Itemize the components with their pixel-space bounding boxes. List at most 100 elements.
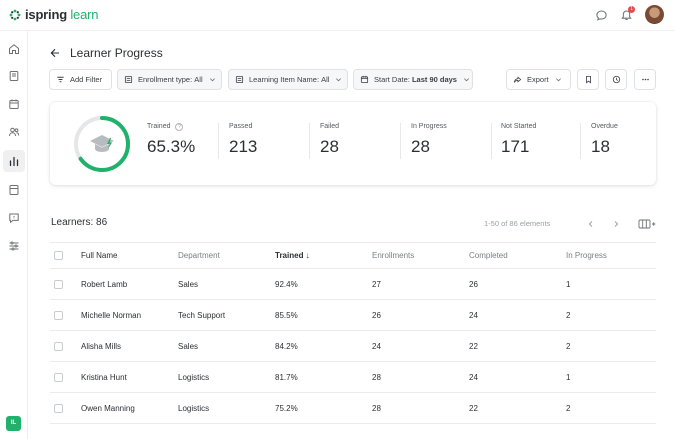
notification-badge: 1 (628, 6, 635, 13)
column-header-completed[interactable]: Completed (469, 242, 566, 269)
cell-full-name: Owen Manning (81, 392, 178, 424)
pagination-text: 1-50 of 86 elements (484, 219, 551, 228)
top-bar: ispring learn 1 (0, 0, 675, 31)
page-title: Learner Progress (70, 46, 163, 60)
trained-value: 65.3% (147, 137, 196, 156)
failed-value: 28 (320, 137, 339, 156)
user-avatar[interactable] (645, 5, 664, 24)
stat-trained: Trained? 65.3% (147, 122, 195, 157)
cell-full-name: Kristina Hunt (81, 361, 178, 393)
learning-item-filter[interactable]: Learning Item Name: All (228, 69, 348, 90)
select-all-cell (50, 242, 81, 269)
cell-enrollments: 27 (372, 268, 469, 300)
schedule-button[interactable] (605, 69, 627, 90)
next-page-button[interactable] (609, 217, 623, 231)
not-started-value: 171 (501, 137, 530, 156)
user-initials-badge[interactable]: IL (6, 416, 21, 431)
column-header-in-progress[interactable]: In Progress (566, 242, 656, 269)
help-icon[interactable] (3, 207, 25, 229)
failed-label: Failed (320, 123, 340, 130)
stat-not-started: Not Started 171 (501, 122, 536, 157)
cell-trained: 81.7% (275, 361, 372, 393)
table-row[interactable]: Michelle Norman Tech Support 85.5% 26 24… (50, 299, 656, 331)
start-date-value: Last 90 days (411, 75, 457, 84)
cell-department: Tech Support (178, 299, 275, 331)
trained-label: Trained (147, 123, 171, 130)
logo[interactable]: ispring learn (9, 7, 98, 23)
table-row[interactable]: Alisha Mills Sales 84.2% 24 22 2 (50, 330, 656, 362)
column-header-full-name[interactable]: Full Name (81, 242, 178, 269)
previous-page-button[interactable] (584, 217, 598, 231)
stat-passed: Passed 213 (229, 122, 257, 157)
table-row[interactable]: Kristina Hunt Logistics 81.7% 28 24 1 (50, 361, 656, 393)
export-button[interactable]: Export (506, 69, 571, 90)
row-checkbox[interactable] (54, 341, 63, 351)
passed-value: 213 (229, 137, 258, 156)
logo-icon (9, 9, 21, 21)
chevron-down-icon (336, 78, 342, 82)
enrollment-type-filter[interactable]: Enrollment type: All (117, 69, 222, 90)
list-icon (124, 75, 133, 84)
settings-icon[interactable] (3, 235, 25, 257)
home-icon[interactable] (3, 38, 25, 60)
logo-text: ispring learn (25, 7, 99, 22)
more-options-button[interactable] (634, 69, 656, 90)
overdue-label: Overdue (591, 123, 618, 130)
calendar-icon[interactable] (3, 93, 25, 115)
row-checkbox[interactable] (54, 310, 63, 320)
select-all-checkbox[interactable] (54, 251, 63, 261)
cell-trained: 92.4% (275, 268, 372, 300)
cell-trained: 84.2% (275, 330, 372, 362)
cell-enrollments: 28 (372, 361, 469, 393)
donut-progress-arc (74, 116, 130, 172)
cell-trained: 75.2% (275, 392, 372, 424)
divider (309, 123, 310, 159)
bell-icon[interactable]: 1 (617, 6, 635, 24)
add-filter-button[interactable]: Add Filter (49, 69, 112, 90)
cell-in-progress: 2 (566, 299, 656, 331)
content-icon[interactable] (3, 179, 25, 201)
bookmark-icon (585, 75, 591, 84)
column-header-trained[interactable]: Trained ↓ (275, 242, 372, 269)
more-icon (641, 78, 649, 81)
chevron-down-icon (209, 78, 215, 82)
overdue-value: 18 (591, 137, 610, 156)
cell-enrollments: 28 (372, 392, 469, 424)
column-header-enrollments[interactable]: Enrollments (372, 242, 469, 269)
row-checkbox[interactable] (54, 403, 63, 413)
in-progress-label: In Progress (411, 123, 447, 130)
book-icon[interactable] (3, 65, 25, 87)
chevron-right-icon (614, 221, 619, 227)
cell-enrollments: 26 (372, 299, 469, 331)
table-row[interactable]: Owen Manning Logistics 75.2% 28 22 2 (50, 392, 656, 424)
help-icon[interactable]: ? (175, 122, 184, 131)
chat-icon[interactable] (592, 6, 610, 24)
divider (218, 123, 219, 159)
back-arrow-icon[interactable] (49, 47, 61, 59)
in-progress-value: 28 (411, 137, 430, 156)
table-header-row: Full Name Department Trained ↓ Enrollmen… (50, 242, 656, 269)
stat-failed: Failed 28 (320, 122, 339, 157)
users-icon[interactable] (3, 121, 25, 143)
cell-completed: 24 (469, 361, 566, 393)
cell-department: Sales (178, 330, 275, 362)
graduation-cap-icon (90, 135, 114, 152)
bookmark-button[interactable] (577, 69, 599, 90)
chevron-left-icon (588, 221, 593, 227)
start-date-filter[interactable]: Start Date: Last 90 days (353, 69, 473, 90)
add-column-button[interactable] (637, 217, 657, 231)
learning-item-label: Learning Item Name: (249, 75, 320, 84)
cell-full-name: Alisha Mills (81, 330, 178, 362)
learners-count: Learners: 86 (51, 217, 108, 228)
add-filter-label: Add Filter (70, 75, 103, 84)
cell-completed: 22 (469, 392, 566, 424)
calendar-icon (360, 75, 369, 84)
row-checkbox[interactable] (54, 279, 63, 289)
cell-in-progress: 1 (566, 268, 656, 300)
table-row[interactable]: Robert Lamb Sales 92.4% 27 26 1 (50, 268, 656, 300)
cell-full-name: Robert Lamb (81, 268, 178, 300)
column-header-department[interactable]: Department (178, 242, 275, 269)
chevron-down-icon (555, 78, 561, 82)
row-checkbox[interactable] (54, 372, 63, 382)
reports-icon[interactable] (3, 150, 25, 172)
